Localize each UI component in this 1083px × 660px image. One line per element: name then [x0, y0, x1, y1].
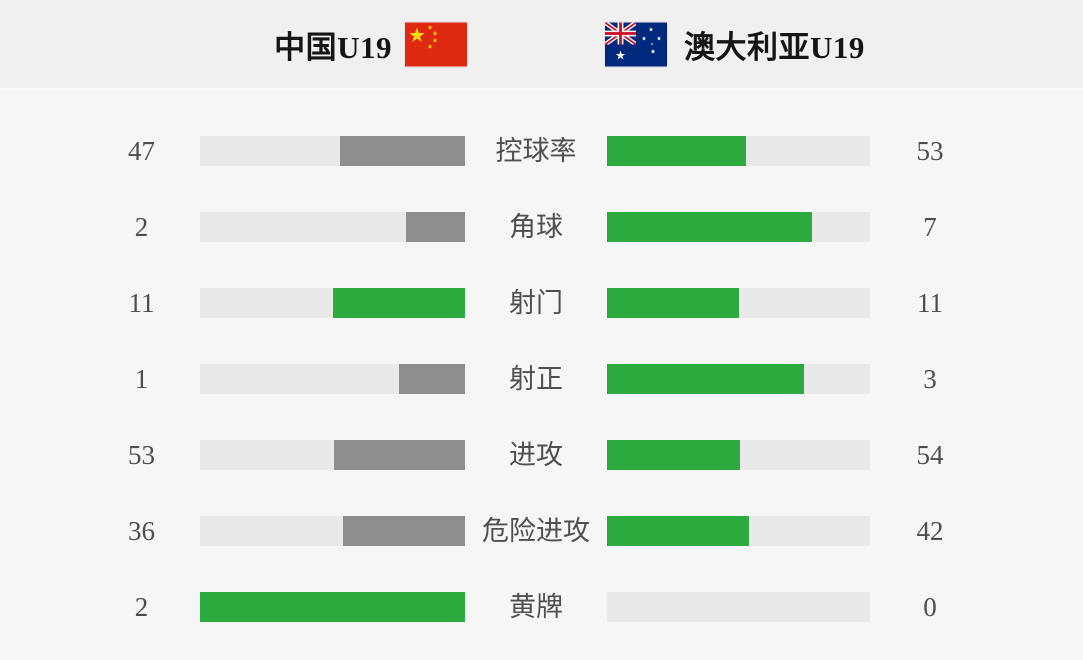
away-stat-value: 53 — [916, 136, 944, 166]
home-team-name: 中国U19 — [274, 29, 392, 65]
stat-label: 黄牌 — [509, 592, 563, 622]
away-stat-value: 0 — [923, 592, 937, 622]
stat-row: 53 进攻 54 — [83, 440, 990, 470]
stat-label: 控球率 — [495, 136, 577, 166]
stat-label: 射正 — [509, 364, 563, 394]
stat-row: 11 射门 11 — [83, 288, 990, 318]
away-stat-value: 11 — [917, 288, 943, 318]
stat-label: 射门 — [509, 288, 563, 318]
home-stat-value: 47 — [128, 136, 155, 166]
home-stat-value: 2 — [134, 592, 149, 622]
home-stat-bar — [200, 516, 465, 546]
away-stat-value: 42 — [916, 516, 944, 546]
away-stat-bar — [607, 440, 870, 470]
away-stat-value: 54 — [916, 440, 944, 470]
away-stat-bar — [607, 364, 870, 394]
stat-row: 47 控球率 53 — [83, 136, 990, 166]
match-header: 中国U19 — [0, 0, 1083, 90]
home-stat-bar — [200, 364, 465, 394]
home-stat-value: 1 — [134, 364, 149, 394]
stat-row: 36 危险进攻 42 — [83, 516, 990, 546]
home-team: 中国U19 — [274, 0, 467, 88]
away-stat-bar-fill — [607, 516, 749, 546]
home-stat-bar-fill — [342, 516, 465, 546]
home-stat-bar — [200, 592, 465, 622]
stat-label: 危险进攻 — [482, 516, 590, 546]
away-stat-bar — [607, 516, 870, 546]
home-stat-bar — [200, 136, 465, 166]
away-team-name: 澳大利亚U19 — [684, 29, 865, 65]
home-stat-value: 36 — [128, 516, 155, 546]
home-stat-bar — [200, 288, 465, 318]
home-stat-bar-fill — [406, 212, 465, 242]
stat-row: 1 射正 3 — [83, 364, 990, 394]
home-stat-value: 53 — [128, 440, 155, 470]
away-stat-bar — [607, 212, 870, 242]
away-stat-bar-fill — [607, 440, 740, 470]
australia-flag-icon — [605, 22, 667, 66]
home-stat-bar-fill — [333, 440, 465, 470]
away-stat-bar — [607, 592, 870, 622]
home-stat-bar-fill — [332, 288, 465, 318]
home-stat-bar — [200, 212, 465, 242]
home-stat-bar-fill — [340, 136, 465, 166]
away-team: 澳大利亚U19 — [605, 0, 865, 88]
away-stat-value: 3 — [923, 364, 937, 394]
away-stat-bar-fill — [607, 364, 805, 394]
away-stat-bar-fill — [607, 288, 739, 318]
home-stat-value: 2 — [134, 212, 149, 242]
stat-row: 2 黄牌 0 — [83, 592, 990, 622]
home-stat-value: 11 — [128, 288, 155, 318]
away-stat-bar — [607, 136, 870, 166]
stat-label: 角球 — [509, 212, 563, 242]
china-flag-icon — [405, 22, 467, 66]
home-stat-bar-fill — [398, 364, 465, 394]
away-stat-bar — [607, 288, 870, 318]
away-stat-value: 7 — [923, 212, 937, 242]
home-stat-bar — [200, 440, 465, 470]
stat-label: 进攻 — [509, 440, 563, 470]
stat-row: 2 角球 7 — [83, 212, 990, 242]
home-stat-bar-fill — [200, 592, 465, 622]
away-stat-bar-fill — [607, 212, 812, 242]
away-stat-bar-fill — [607, 136, 747, 166]
